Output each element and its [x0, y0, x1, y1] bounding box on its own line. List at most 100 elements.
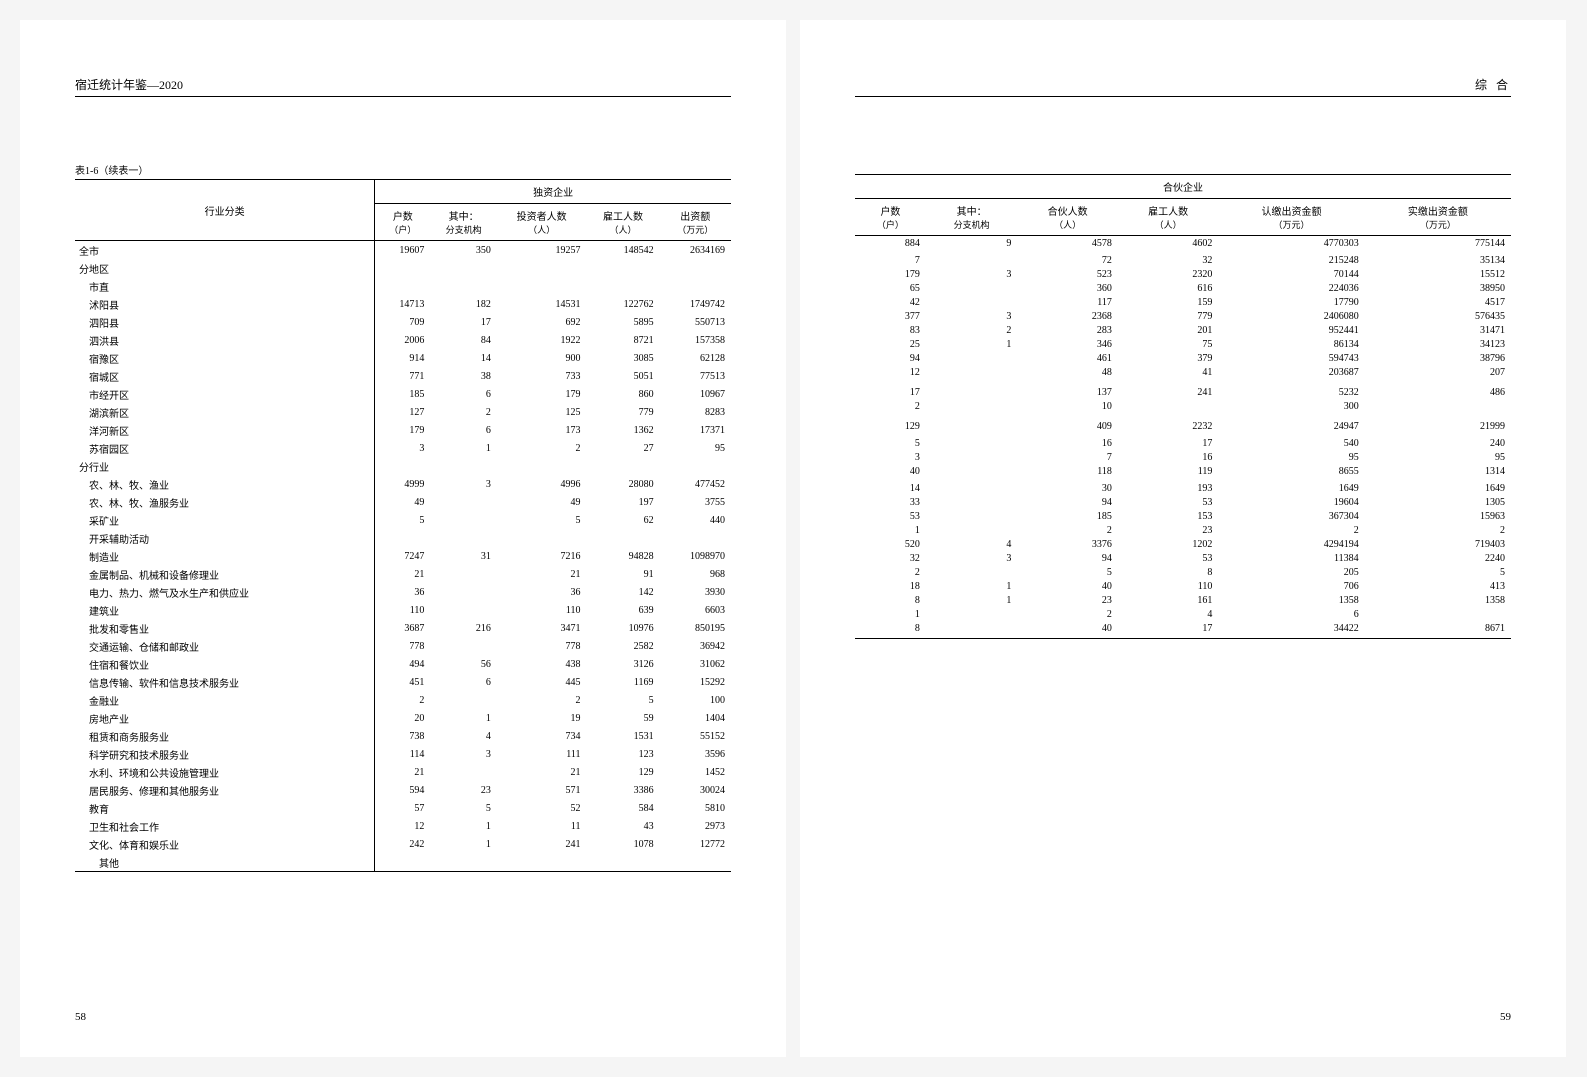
table-row: 开采辅助活动 [75, 529, 731, 547]
group-header-right: 合伙企业 [855, 175, 1511, 199]
data-cell: 8 [1118, 565, 1219, 579]
data-cell: 6 [430, 673, 496, 691]
data-cell: 2582 [587, 637, 660, 655]
data-cell: 110 [1118, 579, 1219, 593]
data-cell: 83 [855, 323, 926, 337]
data-cell: 40 [855, 464, 926, 478]
row-label: 金融业 [75, 691, 375, 709]
row-label: 宿城区 [75, 367, 375, 385]
data-cell [587, 853, 660, 872]
data-cell: 523 [1017, 267, 1118, 281]
row-label: 租赁和商务服务业 [75, 727, 375, 745]
data-cell: 779 [1118, 309, 1219, 323]
table-row: 宿城区77138733505177513 [75, 367, 731, 385]
data-cell: 19 [497, 709, 587, 727]
data-cell [587, 259, 660, 277]
data-cell: 205 [1218, 565, 1364, 579]
data-cell: 77513 [660, 367, 731, 385]
data-cell: 72 [1017, 253, 1118, 267]
row-label: 建筑业 [75, 601, 375, 619]
col-header: 合伙人数（人） [1017, 199, 1118, 236]
data-cell: 3 [430, 475, 496, 493]
data-cell: 75 [1118, 337, 1219, 351]
table-row: 金属制品、机械和设备修理业212191968 [75, 565, 731, 583]
table-row: 4011811986551314 [855, 464, 1511, 478]
data-cell: 94 [1017, 551, 1118, 565]
table-row: 洋河新区1796173136217371 [75, 421, 731, 439]
data-cell: 215248 [1218, 253, 1364, 267]
data-cell: 17 [1118, 436, 1219, 450]
data-cell [926, 295, 1017, 309]
table-row: 51617540240 [855, 436, 1511, 450]
data-cell: 1358 [1218, 593, 1364, 607]
data-cell: 8283 [660, 403, 731, 421]
data-cell: 5 [430, 799, 496, 817]
group-header-left: 独资企业 [375, 180, 731, 204]
table-caption: 表1-6（续表一） [75, 162, 731, 177]
data-cell: 36 [375, 583, 431, 601]
data-cell: 283 [1017, 323, 1118, 337]
data-cell: 3 [926, 551, 1017, 565]
data-cell [926, 385, 1017, 399]
data-cell: 379 [1118, 351, 1219, 365]
data-cell: 23 [1118, 523, 1219, 537]
data-cell: 12 [375, 817, 431, 835]
data-cell: 8655 [1218, 464, 1364, 478]
data-cell: 153 [1118, 509, 1219, 523]
header-line-left: 宿迁统计年鉴—2020 [75, 75, 731, 97]
data-cell: 159 [1118, 295, 1219, 309]
data-cell: 1305 [1365, 495, 1511, 509]
table-row: 42117159177904517 [855, 295, 1511, 309]
data-cell [497, 259, 587, 277]
data-cell [1365, 607, 1511, 621]
data-cell: 5 [855, 436, 926, 450]
data-cell: 2368 [1017, 309, 1118, 323]
data-cell [926, 436, 1017, 450]
data-cell: 346 [1017, 337, 1118, 351]
data-cell: 377 [855, 309, 926, 323]
row-label: 科学研究和技术服务业 [75, 745, 375, 763]
data-cell: 540 [1218, 436, 1364, 450]
data-cell: 2240 [1365, 551, 1511, 565]
data-cell: 5051 [587, 367, 660, 385]
data-cell: 2634169 [660, 241, 731, 260]
data-cell: 21 [497, 763, 587, 781]
data-cell: 440 [660, 511, 731, 529]
data-cell: 2320 [1118, 267, 1219, 281]
data-cell: 53 [1118, 495, 1219, 509]
table-row: 84017344228671 [855, 621, 1511, 635]
data-cell: 117 [1017, 295, 1118, 309]
table-row: 教育575525845810 [75, 799, 731, 817]
data-cell: 35134 [1365, 253, 1511, 267]
table-row: 泗阳县709176925895550713 [75, 313, 731, 331]
data-cell [497, 853, 587, 872]
data-cell: 31 [430, 547, 496, 565]
data-cell: 38 [430, 367, 496, 385]
data-cell: 719403 [1365, 537, 1511, 551]
data-cell: 36 [497, 583, 587, 601]
data-cell: 494 [375, 655, 431, 673]
data-cell: 5 [497, 511, 587, 529]
data-cell [430, 601, 496, 619]
data-cell: 1 [926, 579, 1017, 593]
data-cell: 779 [587, 403, 660, 421]
book-title: 宿迁统计年鉴—2020 [75, 76, 183, 93]
data-cell: 32 [855, 551, 926, 565]
data-cell: 49 [375, 493, 431, 511]
data-cell: 413 [1365, 579, 1511, 593]
data-cell: 34123 [1365, 337, 1511, 351]
data-cell: 2 [1017, 607, 1118, 621]
table-row: 批发和零售业3687216347110976850195 [75, 619, 731, 637]
row-label: 洋河新区 [75, 421, 375, 439]
data-cell: 179 [855, 267, 926, 281]
data-cell [497, 529, 587, 547]
data-cell: 520 [855, 537, 926, 551]
data-cell: 16 [1118, 450, 1219, 464]
row-label: 市经开区 [75, 385, 375, 403]
table-row: 210300 [855, 399, 1511, 413]
data-cell: 2 [497, 439, 587, 457]
table-row: 湖滨新区12721257798283 [75, 403, 731, 421]
data-cell: 15512 [1365, 267, 1511, 281]
data-cell: 8721 [587, 331, 660, 349]
data-cell: 3386 [587, 781, 660, 799]
